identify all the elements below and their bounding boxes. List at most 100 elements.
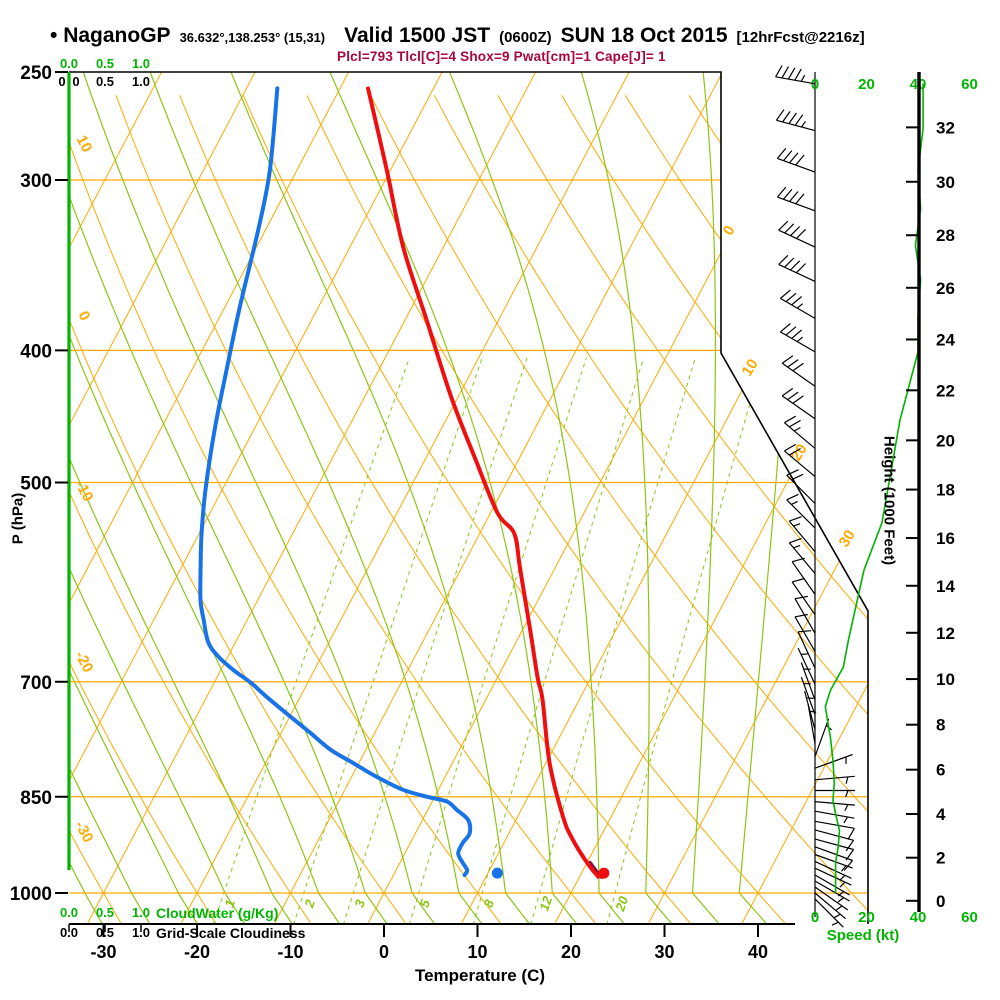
isotherm-label: 10 [739, 356, 762, 379]
pressure-axis: 250 300 400 500 700 850 1000 [10, 63, 68, 905]
pressure-tick-label: 300 [20, 171, 52, 192]
dry-adiabat-line [115, 95, 597, 924]
scale-value: 0.5 [95, 905, 115, 920]
wind-barb [815, 789, 855, 798]
height-tick-label: 18 [936, 481, 955, 500]
wind-barb [780, 289, 816, 319]
moist-adiabat-line [69, 72, 389, 924]
mixing-ratio-label: 20 [612, 894, 631, 914]
wind-speed-profile-line [824, 83, 924, 893]
wind-barb [775, 65, 816, 85]
moist-adiabat-line [329, 72, 578, 924]
height-tick-label: 0 [936, 892, 945, 911]
temperature-tick-label: -10 [277, 942, 303, 962]
temperature-axis: -30 -20 -10 0 10 20 30 40 [68, 924, 768, 962]
moist-adiabat-line [69, 72, 246, 924]
mixing-ratio-line [408, 357, 587, 924]
speed-axis-label: Speed (kt) [826, 927, 900, 944]
mixing-ratio-label: 12 [536, 894, 555, 913]
speed-tick-label-bottom: 40 [910, 909, 927, 926]
scale-value: 0 [72, 74, 80, 89]
height-axis-label: Height (1000 Feet) [880, 435, 898, 566]
wind-barb [791, 577, 816, 616]
isotherm-label: 30 [836, 527, 859, 550]
dry-adiabat-line [69, 95, 218, 924]
grid-lines [69, 72, 868, 924]
height-tick-label: 6 [936, 761, 945, 780]
dewpoint-curve [198, 86, 473, 877]
mixing-ratio-label: 2 [301, 897, 318, 910]
dry-adiabat-line [497, 95, 868, 924]
isotherm-line [69, 72, 262, 924]
dry-adiabat-line [69, 95, 123, 924]
plot-borders [67, 71, 869, 925]
isotherm-line [69, 72, 449, 924]
speed-tick-label-bottom: 0 [811, 909, 819, 926]
wind-barb [788, 516, 816, 553]
valid-time: Valid 1500 JST [344, 24, 491, 47]
wind-barb [814, 880, 850, 903]
wind-barb [804, 690, 816, 730]
temperature-tick-label: 10 [467, 942, 487, 962]
scale-value: 0.5 [95, 56, 115, 71]
height-tick-label: 12 [936, 624, 955, 643]
wind-barb [814, 775, 855, 784]
wind-barb [776, 148, 816, 173]
wind-barb [788, 537, 816, 574]
height-tick-label: 8 [936, 716, 945, 735]
moist-adiabat-line [448, 72, 626, 924]
wind-barb [814, 820, 855, 840]
height-tick-label: 20 [936, 431, 955, 450]
wind-barb [814, 810, 855, 824]
pressure-tick-label: 1000 [10, 884, 52, 905]
moist-adiabat-line [691, 72, 721, 924]
wind-barb [814, 886, 849, 911]
scale-value: 1.0 [131, 56, 151, 71]
wind-barb [797, 630, 816, 669]
moist-adiabat-line [69, 72, 341, 924]
height-tick-label: 10 [936, 670, 955, 689]
dry-adiabat-line [69, 95, 408, 924]
forecast-tag: [12hrFcst@2216z] [736, 29, 865, 46]
wind-barb [814, 829, 855, 852]
moist-adiabat-line [149, 72, 484, 924]
pressure-tick-label: 400 [20, 341, 52, 362]
station-name: • NaganoGP [50, 24, 171, 47]
mixing-ratio-line [342, 357, 528, 924]
scale-value: 0.5 [95, 925, 115, 940]
wind-barb [814, 892, 846, 920]
mixing-ratio-line [530, 357, 696, 924]
pressure-tick-label: 850 [20, 788, 52, 809]
wind-barb [784, 443, 816, 478]
height-tick-label: 4 [936, 805, 946, 824]
height-tick-label: 24 [936, 330, 955, 349]
dry-adiabat-line [306, 95, 868, 924]
scale-value: 0.0 [59, 905, 79, 920]
mixing-ratio-line [293, 357, 483, 924]
wind-barbs [775, 65, 855, 928]
wind-barb [786, 493, 816, 529]
wind-barb [797, 647, 816, 685]
temperature-tick-label: -20 [184, 942, 210, 962]
temperature-axis-label: Temperature (C) [414, 966, 546, 985]
isotherm-label: 20 [788, 441, 811, 464]
mixing-ratio-label: 8 [480, 897, 497, 909]
wind-barb [814, 853, 853, 872]
isotherm-line [738, 72, 868, 924]
temperature-tick-label: 0 [379, 942, 389, 962]
pressure-axis-label: P (hPa) [9, 492, 27, 545]
dry-adiabat-line [433, 95, 868, 924]
mixing-ratio-line [212, 357, 410, 924]
mixing-ratio-label: 5 [416, 897, 433, 909]
height-tick-label: 22 [936, 381, 955, 400]
temperature-tick-label: 30 [654, 942, 674, 962]
cloudiness-axis-label: Grid-Scale Cloudiness [156, 925, 306, 941]
dry-adiabat-label: 10 [73, 133, 96, 156]
wind-barb [814, 846, 854, 871]
wind-barb [814, 898, 844, 928]
pressure-tick-label: 250 [20, 63, 52, 84]
dry-adiabat-label: 0 [75, 308, 94, 323]
wind-barb [807, 704, 817, 744]
